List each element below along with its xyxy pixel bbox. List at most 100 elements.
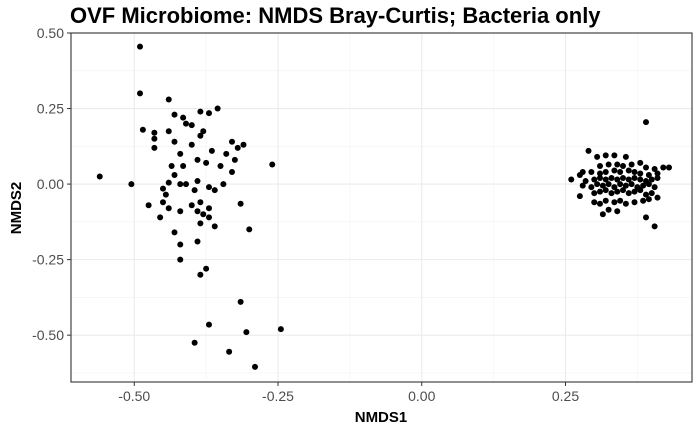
data-point [183,120,189,127]
data-point [165,205,172,212]
data-point [188,202,195,209]
data-point [177,256,184,263]
data-point [206,205,212,212]
data-point [165,128,172,135]
data-point [171,172,178,179]
data-point [194,238,201,245]
data-point [197,132,204,139]
data-point [611,152,618,159]
data-point [599,211,606,218]
y-tick-label: 0.50 [37,25,64,41]
data-point [602,187,609,194]
data-point [165,179,172,186]
data-point [197,220,204,227]
data-point [597,188,603,195]
data-point [582,178,589,185]
data-point [206,184,212,191]
data-point [162,191,169,198]
data-point [608,190,615,197]
data-point [211,187,218,194]
data-point [631,199,638,206]
data-point [594,153,601,160]
data-point [576,193,583,200]
data-point [171,229,178,236]
data-point [200,211,207,218]
data-point [151,135,158,142]
data-point [631,188,638,195]
data-point [611,184,618,191]
data-point [194,178,201,185]
data-point [637,159,644,166]
data-point [206,321,212,328]
data-point [614,161,621,168]
data-point [631,168,638,175]
data-point [183,181,189,188]
y-tick-label: 0.00 [37,176,64,192]
data-point [137,43,143,50]
data-point [206,110,212,117]
data-point [269,161,276,168]
data-point [188,141,195,148]
data-point [637,187,644,194]
x-axis-title: NMDS1 [355,409,408,426]
data-point [640,182,647,189]
x-axis: -0.50 -0.25 0.00 0.25 [118,382,579,404]
data-point [602,168,609,175]
data-point [654,194,661,201]
data-point [277,326,284,333]
y-axis: 0.50 0.25 0.00 -0.25 -0.50 [32,25,71,343]
data-point [617,197,624,204]
data-point [643,214,649,221]
data-point [625,190,632,197]
data-point [96,173,103,180]
data-point [160,199,166,206]
data-point [579,168,586,175]
data-point [168,162,175,169]
data-point [597,170,603,177]
data-point [651,223,658,230]
data-point [177,241,184,248]
data-point [231,156,238,163]
x-tick-label: -0.50 [118,388,150,404]
data-point [645,181,652,188]
data-point [614,188,621,195]
data-point [206,214,212,221]
data-point [605,161,612,168]
data-point [214,105,221,112]
data-point [223,150,230,157]
data-point [637,170,644,177]
x-tick-label: 0.25 [552,388,579,404]
data-point [237,200,244,207]
data-point [139,126,146,133]
data-point [568,176,575,183]
data-point [208,147,215,154]
data-point [617,181,624,188]
data-point [617,168,624,175]
y-tick-label: 0.25 [37,101,64,117]
data-point [620,162,626,169]
data-point [579,182,586,189]
data-point [643,191,649,198]
data-point [640,197,647,204]
data-point [622,153,629,160]
y-tick-label: -0.25 [32,252,64,268]
data-point [591,176,598,183]
data-point [620,187,626,194]
data-point [597,175,603,182]
data-point [188,122,195,129]
data-point [597,162,603,169]
data-point [246,226,253,233]
data-point [197,271,204,278]
data-point [602,176,609,183]
data-point [197,108,204,115]
data-point [240,141,247,148]
data-point [177,208,184,215]
data-point [171,138,178,145]
data-point [180,114,187,121]
data-point [614,176,621,183]
data-point [203,265,210,272]
data-point [648,190,655,197]
data-point [622,182,629,189]
data-point [651,184,658,191]
